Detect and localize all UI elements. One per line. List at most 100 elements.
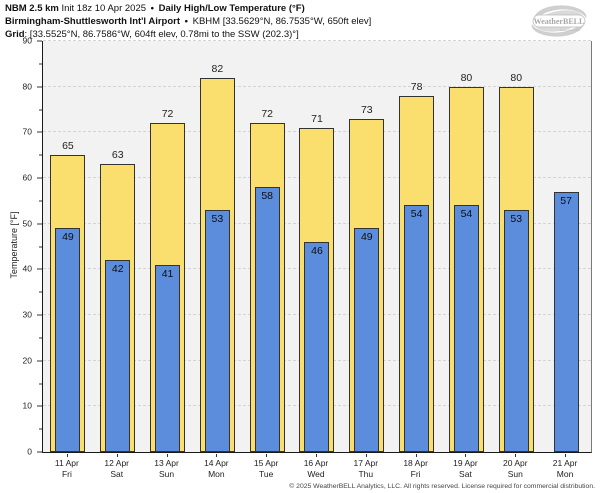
day-column: 78 54: [392, 41, 442, 452]
separator-dot: •: [150, 3, 154, 14]
x-tick-day: Sun: [158, 468, 175, 479]
high-temp-label: 65: [62, 140, 74, 153]
x-tick-label: 14 Apr Mon: [191, 458, 241, 479]
high-temp-label: 78: [410, 80, 423, 93]
chart-header: NBM 2.5 km Init 18z 10 Apr 2025 • Daily …: [5, 2, 371, 41]
y-tick-mark: [37, 314, 42, 316]
y-tick-mark: [39, 63, 42, 65]
low-temp-label: 54: [460, 208, 473, 221]
day-column: 82 53: [192, 41, 242, 452]
day-column: 80 53: [491, 41, 541, 452]
day-column: 63 42: [93, 41, 143, 452]
low-temp-label: 58: [261, 190, 274, 203]
header-line-1: NBM 2.5 km Init 18z 10 Apr 2025 • Daily …: [5, 2, 371, 15]
x-tick-date: 21 Apr: [552, 458, 578, 468]
x-tick-label: 17 Apr Thu: [341, 458, 391, 479]
logo-text: WeatherBELL: [534, 17, 585, 26]
x-tick-label: 13 Apr Sun: [142, 458, 192, 479]
x-tick-label: 19 Apr Sat: [441, 458, 491, 479]
x-tick-day: Fri: [61, 468, 72, 479]
y-tick-mark: [37, 131, 42, 133]
low-temp-label: 53: [211, 212, 224, 225]
y-tick-label: 30: [22, 309, 32, 320]
y-tick-label: 70: [22, 126, 32, 137]
day-column: 65 49: [43, 41, 93, 452]
x-tick-label: 21 Apr Mon: [540, 458, 590, 479]
model-name: NBM 2.5 km: [5, 3, 59, 14]
day-column: 80 54: [442, 41, 492, 452]
y-tick-mark: [39, 337, 42, 339]
x-tick-mark: [515, 454, 517, 457]
y-tick-mark: [37, 360, 42, 362]
grid-label: Grid: [5, 29, 25, 40]
x-tick-label: 11 Apr Fri: [42, 458, 92, 479]
day-column: 72 58: [242, 41, 292, 452]
x-axis: 11 Apr Fri 12 Apr Sat 13 Apr Sun 14 Apr Mon 15 A…: [42, 454, 590, 480]
x-tick-label: 15 Apr Tue: [241, 458, 291, 479]
low-temp-bar: 49: [354, 228, 380, 452]
y-tick-mark: [37, 223, 42, 225]
low-temp-label: 42: [111, 263, 124, 276]
low-temp-label: 41: [161, 267, 174, 280]
x-tick-mark: [216, 454, 218, 457]
copyright-text: © 2025 WeatherBELL Analytics, LLC. All r…: [289, 483, 595, 490]
logo-subtext: Analytics LLC: [560, 28, 582, 32]
y-tick-mark: [37, 268, 42, 270]
x-tick-day: Thu: [358, 468, 374, 479]
x-tick-date: 19 Apr: [453, 458, 478, 468]
y-tick-mark: [39, 200, 42, 202]
y-tick-label: 40: [22, 263, 32, 274]
y-tick-label: 10: [22, 400, 32, 411]
y-tick-mark: [39, 383, 42, 385]
weatherbell-logo: WeatherBELL Analytics LLC: [531, 5, 587, 37]
y-axis-title: Temperature [°F]: [9, 211, 19, 279]
x-tick-day: Sun: [507, 468, 523, 479]
init-time: Init 18z 10 Apr 2025: [61, 3, 147, 14]
y-tick-mark: [39, 154, 42, 156]
plot-area: 65 49 63 42 72 41 82 53 72 58 71 46 73 49 78 54 80 54 80 53…: [42, 40, 592, 453]
x-tick-mark: [565, 454, 567, 457]
y-tick-label: 60: [22, 172, 32, 183]
low-temp-bar: 58: [254, 187, 280, 452]
x-tick-day: Mon: [556, 468, 574, 479]
x-tick-day: Mon: [208, 468, 225, 479]
low-temp-bar: 57: [553, 191, 579, 452]
x-tick-label: 16 Apr Wed: [291, 458, 341, 479]
high-temp-label: 72: [261, 108, 274, 121]
x-tick-date: 16 Apr: [303, 458, 329, 468]
low-temp-bar: 49: [55, 228, 81, 452]
y-tick-mark: [39, 428, 42, 430]
x-tick-mark: [116, 454, 118, 457]
day-column: 72 41: [143, 41, 193, 452]
y-tick-mark: [39, 291, 42, 293]
y-tick-label: 90: [22, 35, 32, 46]
day-column: 71 46: [292, 41, 342, 452]
x-tick-mark: [465, 454, 467, 457]
low-temp-label: 49: [360, 231, 373, 244]
x-tick-date: 20 Apr: [502, 458, 528, 468]
x-tick-mark: [66, 454, 68, 457]
station-name: Birmingham-Shuttlesworth Int'l Airport: [5, 16, 181, 27]
gridline: [43, 40, 591, 41]
x-tick-mark: [266, 454, 268, 457]
x-tick-label: 18 Apr Fri: [391, 458, 441, 479]
high-temp-label: 82: [211, 62, 224, 75]
high-temp-label: 73: [360, 103, 373, 116]
low-temp-label: 57: [560, 194, 572, 207]
y-tick-mark: [37, 86, 42, 88]
x-tick-date: 13 Apr: [154, 458, 179, 468]
low-temp-bar: 41: [155, 264, 181, 452]
low-temp-label: 49: [62, 231, 74, 244]
y-tick-mark: [37, 177, 42, 179]
x-tick-day: Wed: [307, 468, 325, 479]
x-tick-day: Fri: [410, 468, 421, 479]
x-tick-day: Sat: [459, 468, 472, 479]
low-temp-bar: 54: [453, 205, 479, 452]
x-tick-date: 14 Apr: [204, 458, 229, 468]
low-temp-label: 46: [311, 244, 323, 257]
high-temp-label: 80: [460, 71, 473, 84]
x-tick-day: Sat: [110, 468, 124, 479]
grid-meta: : [33.5525°N, 86.7586°W, 604ft elev, 0.7…: [24, 29, 299, 40]
low-temp-bar: 42: [105, 260, 131, 452]
y-tick-label: 20: [22, 355, 32, 366]
